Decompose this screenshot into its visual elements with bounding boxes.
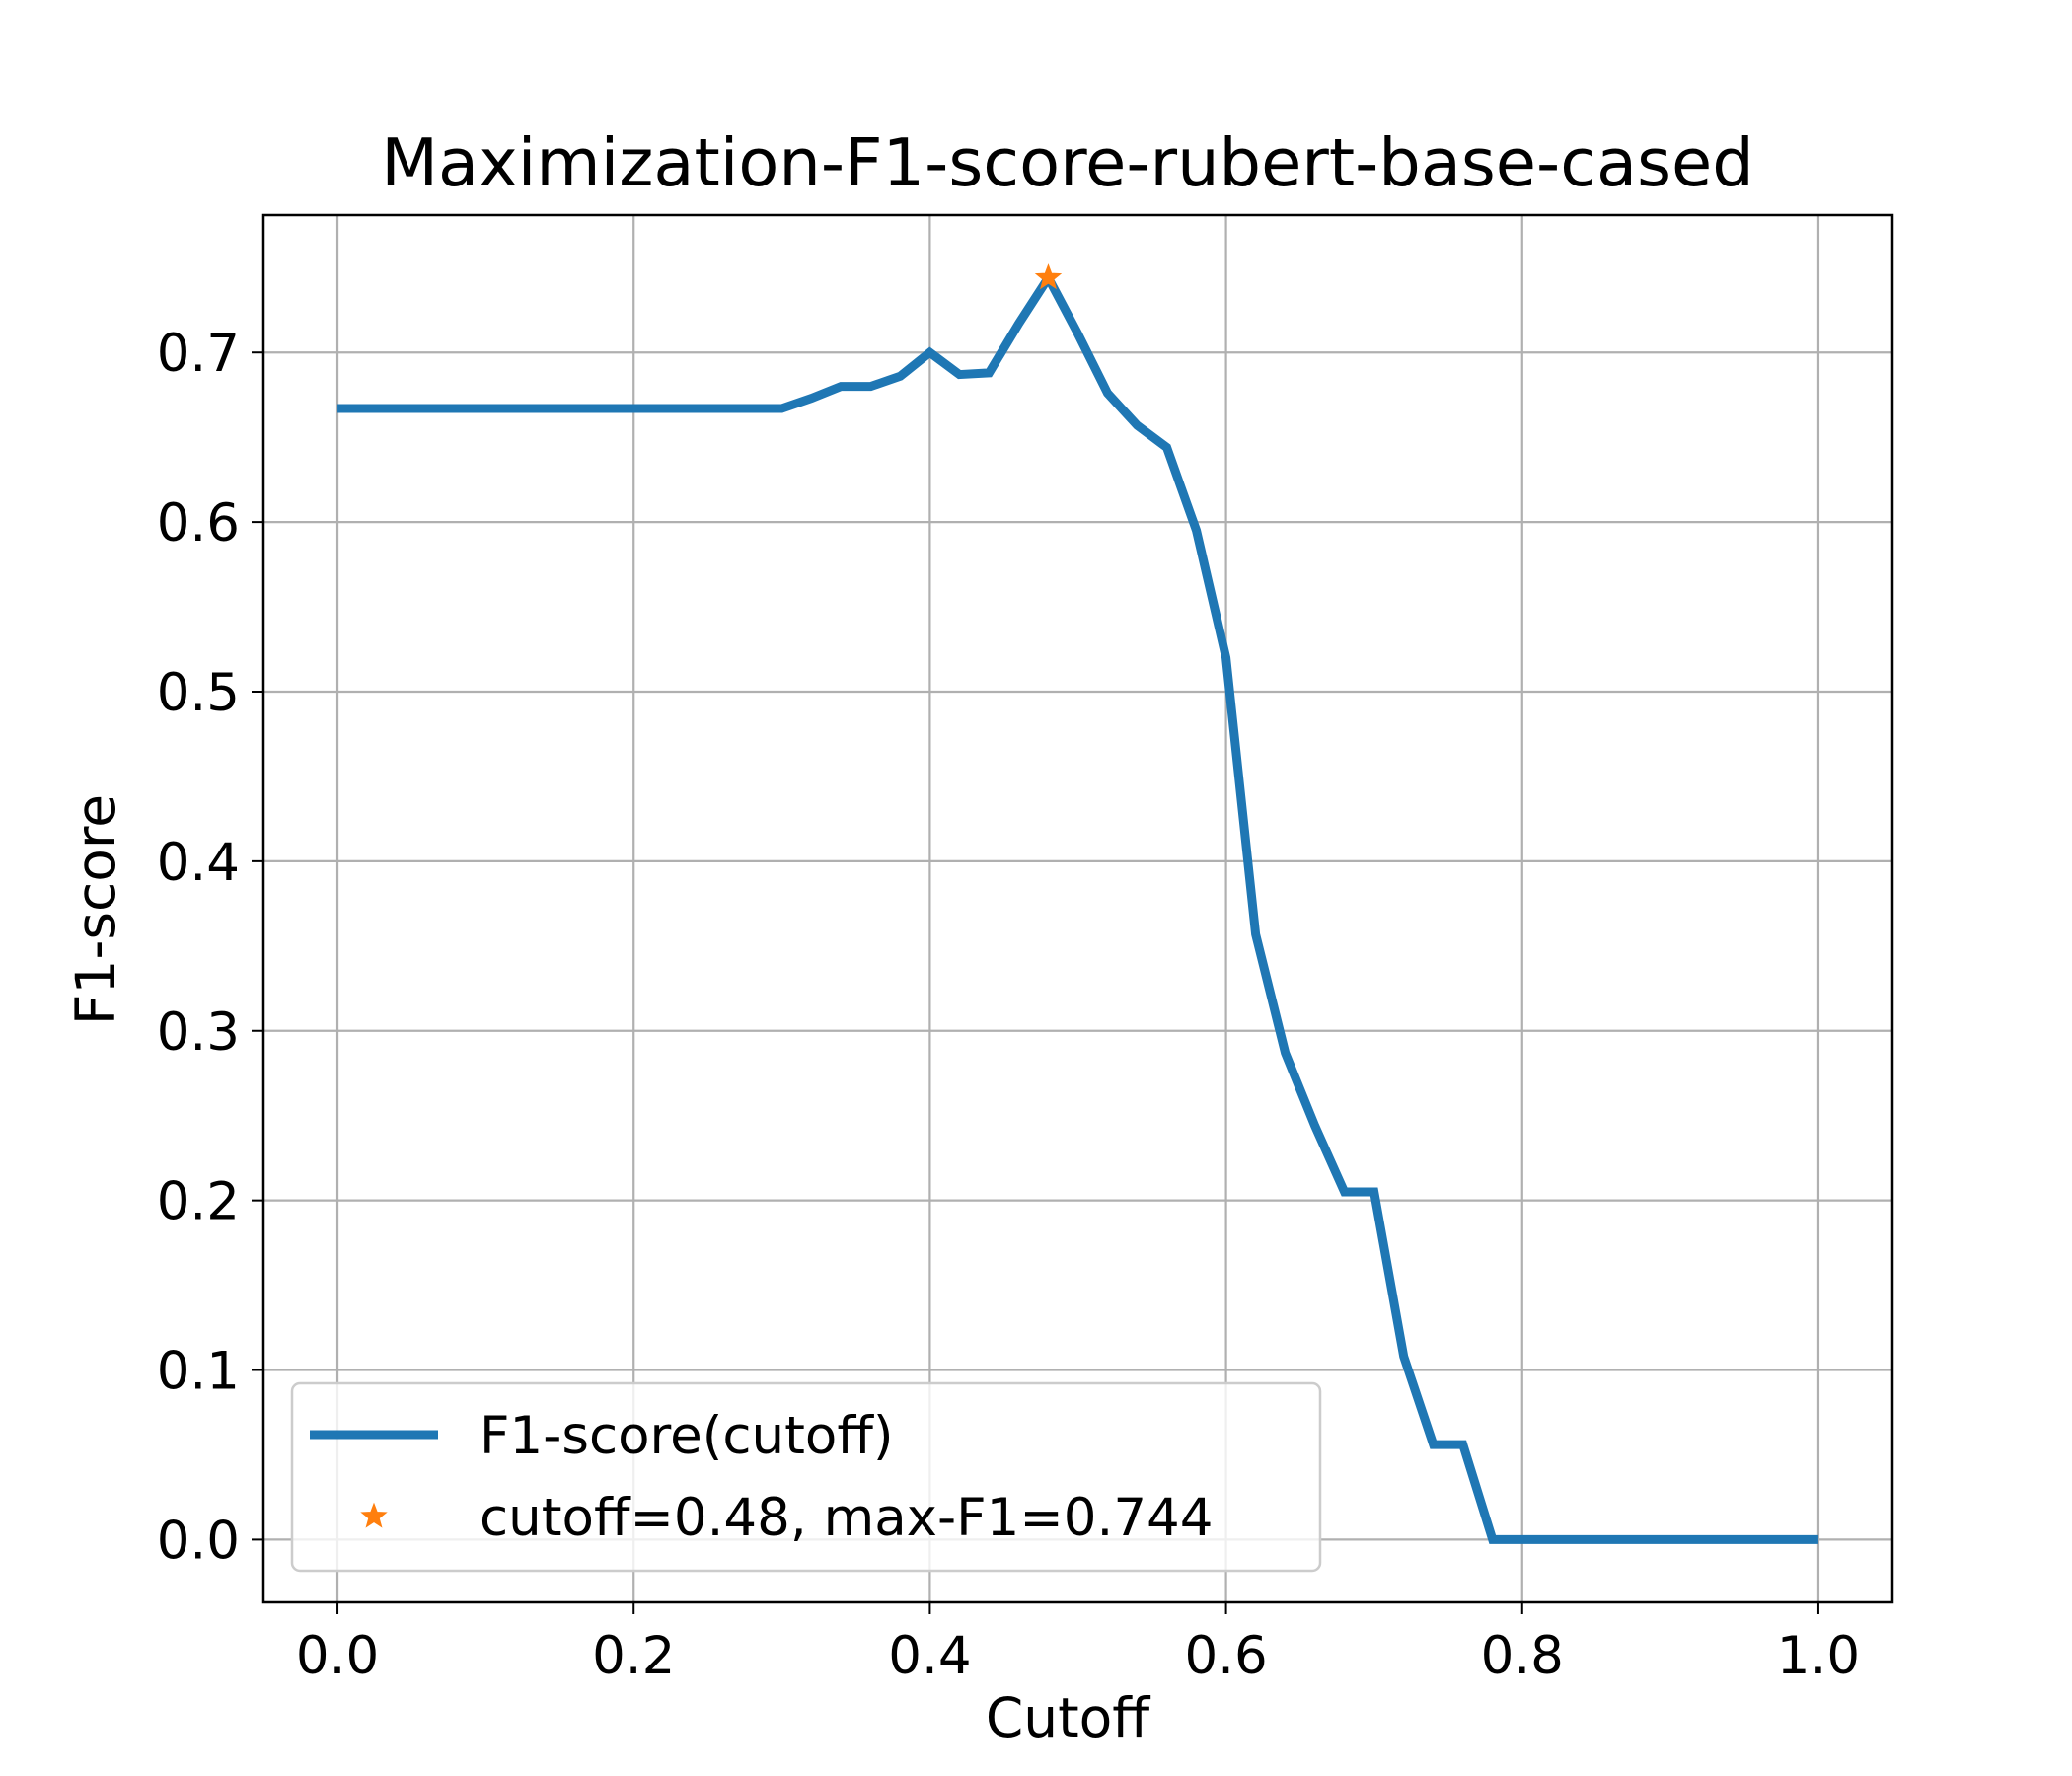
f1-score-line [337,268,1818,1544]
y-tick-label: 0.3 [157,1002,240,1063]
chart-title: Maximization-F1-score-rubert-base-cased [381,124,1754,201]
legend-star-swatch [360,1502,388,1528]
x-tick-label: 0.4 [888,1626,971,1686]
max-f1-marker [1034,263,1063,290]
axis-ticks: 0.0 0.2 0.4 0.6 0.8 1.0 0.0 0.1 0.2 0.3 0.4 0.5 0.6 0… [157,324,1860,1686]
x-tick-label: 0.6 [1184,1626,1267,1686]
plot-data [337,263,1818,1544]
legend-entry-label: cutoff=0.48, max-F1=0.744 [480,1488,1214,1548]
x-tick-label: 0.0 [296,1626,379,1686]
y-tick-label: 0.6 [157,493,240,554]
x-tick-label: 1.0 [1777,1626,1860,1686]
y-tick-label: 0.2 [157,1172,240,1232]
x-axis-label: Cutoff [986,1686,1150,1749]
x-tick-label: 0.8 [1481,1626,1564,1686]
y-tick-label: 0.4 [157,833,240,893]
legend-entry-label: F1-score(cutoff) [480,1406,894,1466]
legend-box [290,1381,1322,1573]
y-axis-label: F1-score [64,794,127,1025]
y-tick-label: 0.7 [157,324,240,384]
grid-lines [263,215,1892,1602]
y-tick-label: 0.1 [157,1342,240,1402]
y-tick-label: 0.5 [157,663,240,723]
x-tick-label: 0.2 [592,1626,675,1686]
plot-frame [261,213,1894,1604]
y-tick-label: 0.0 [157,1511,240,1571]
legend: F1-score(cutoff) cutoff=0.48, max-F1=0.74… [290,1381,1322,1573]
